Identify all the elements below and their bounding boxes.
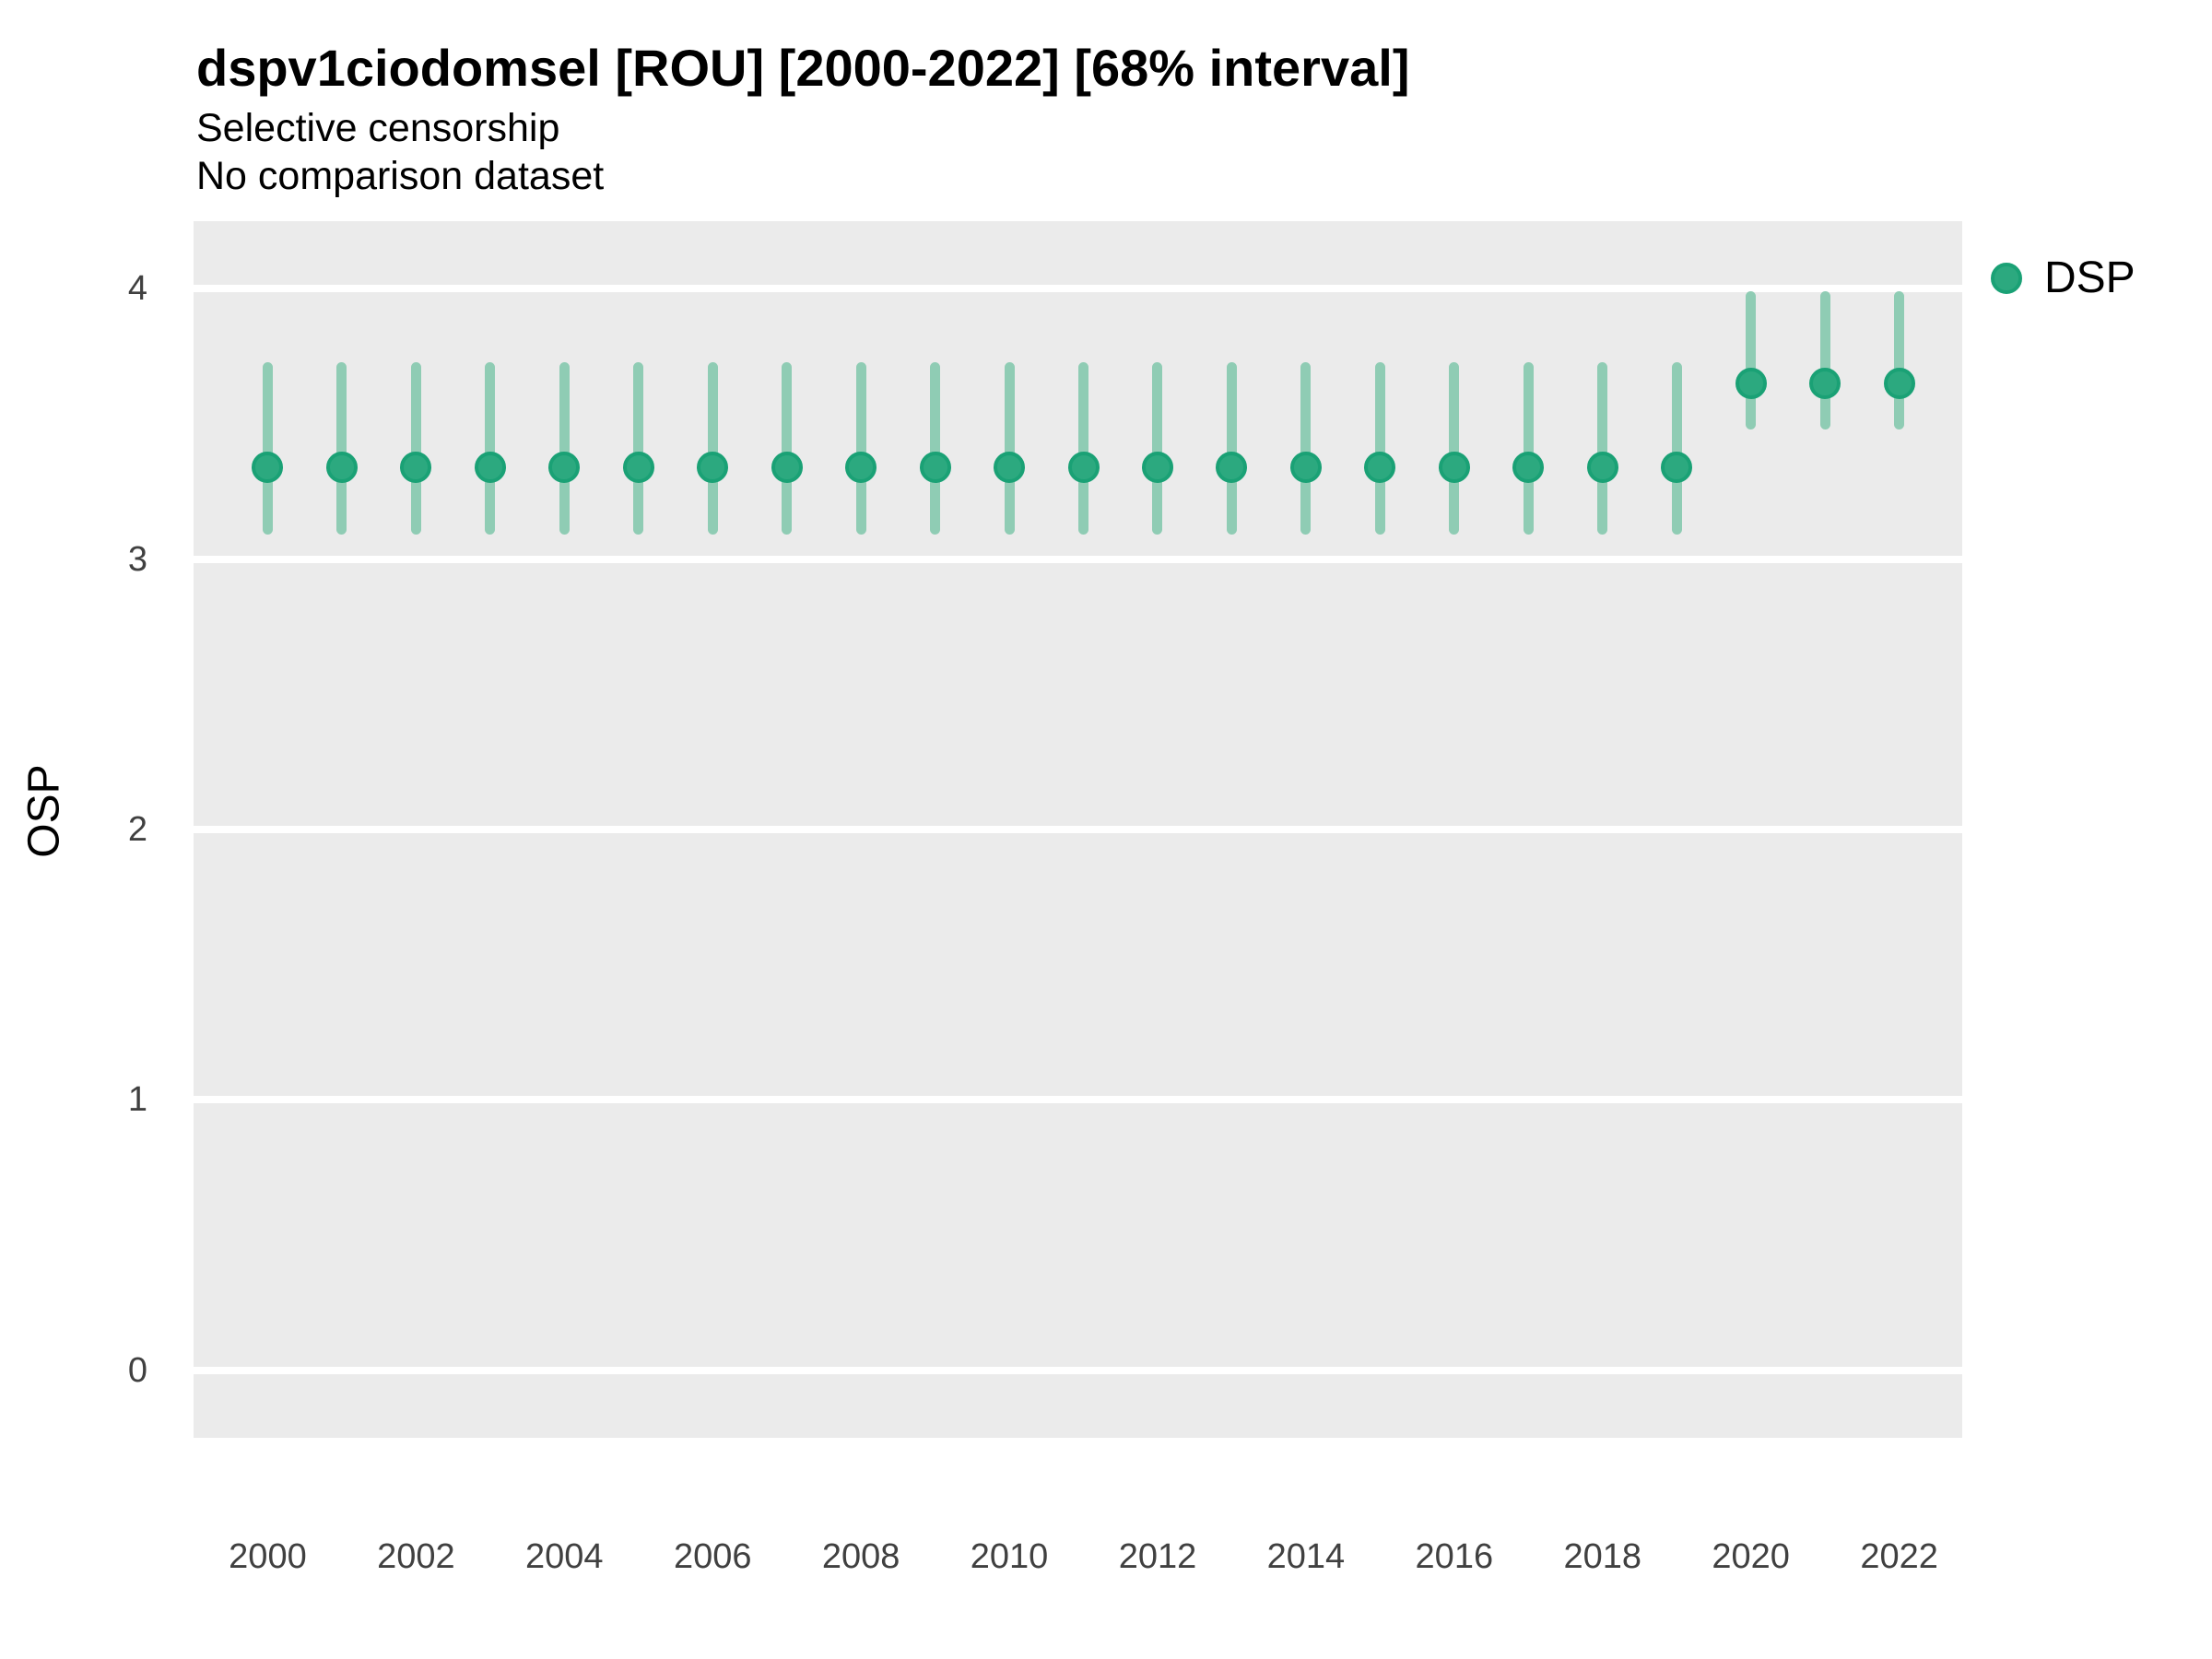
y-tick-label-3: 3 bbox=[127, 539, 147, 579]
x-tick-label-2004: 2004 bbox=[525, 1537, 604, 1576]
data-point-2014 bbox=[1289, 451, 1322, 483]
y-tick-label-2: 2 bbox=[127, 810, 147, 849]
interval-bar-2009 bbox=[930, 361, 941, 535]
interval-bar-2010 bbox=[1004, 361, 1015, 535]
interval-bar-2000 bbox=[262, 361, 273, 535]
interval-bar-2006 bbox=[707, 361, 718, 535]
interval-bar-2008 bbox=[855, 361, 866, 535]
x-tick-label-2018: 2018 bbox=[1563, 1537, 1642, 1576]
data-point-2005 bbox=[622, 451, 654, 483]
gridline-y-4 bbox=[194, 285, 1962, 293]
y-axis-title: OSP bbox=[19, 764, 69, 858]
x-tick-label-2014: 2014 bbox=[1266, 1537, 1346, 1576]
x-tick-label-2012: 2012 bbox=[1118, 1537, 1197, 1576]
data-point-2004 bbox=[548, 451, 581, 483]
legend: DSP bbox=[1991, 256, 2136, 300]
interval-bar-2020 bbox=[1746, 291, 1757, 429]
interval-bar-2011 bbox=[1078, 361, 1089, 535]
data-point-2009 bbox=[919, 451, 951, 483]
x-tick-label-2022: 2022 bbox=[1860, 1537, 1938, 1576]
chart-subtitle: Selective censorship bbox=[196, 106, 560, 150]
interval-bar-2012 bbox=[1152, 361, 1163, 535]
x-tick-label-2010: 2010 bbox=[970, 1537, 1049, 1576]
interval-bar-2013 bbox=[1226, 361, 1237, 535]
interval-bar-2017 bbox=[1523, 361, 1534, 535]
interval-bar-2022 bbox=[1894, 291, 1905, 429]
interval-bar-2002 bbox=[410, 361, 421, 535]
interval-bar-2007 bbox=[782, 361, 793, 535]
data-point-2021 bbox=[1809, 368, 1841, 399]
chart-title: dspv1ciodomsel [ROU] [2000-2022] [68% in… bbox=[196, 39, 1410, 97]
interval-bar-2019 bbox=[1671, 361, 1682, 535]
interval-bar-2004 bbox=[559, 361, 570, 535]
data-point-2000 bbox=[252, 451, 284, 483]
y-tick-label-4: 4 bbox=[127, 269, 147, 309]
data-point-2007 bbox=[771, 451, 803, 483]
data-point-2015 bbox=[1364, 451, 1396, 483]
data-point-2019 bbox=[1661, 451, 1693, 483]
gridline-y-2 bbox=[194, 826, 1962, 833]
data-point-2013 bbox=[1216, 451, 1248, 483]
x-tick-label-2008: 2008 bbox=[821, 1537, 900, 1576]
data-point-2020 bbox=[1735, 368, 1767, 399]
interval-bar-2018 bbox=[1597, 361, 1608, 535]
interval-bar-2021 bbox=[1819, 291, 1830, 429]
legend-label: DSP bbox=[2044, 253, 2136, 302]
data-point-2017 bbox=[1512, 451, 1545, 483]
x-tick-label-2002: 2002 bbox=[377, 1537, 455, 1576]
data-point-2022 bbox=[1883, 368, 1915, 399]
gridline-y-0 bbox=[194, 1366, 1962, 1374]
x-tick-label-2006: 2006 bbox=[673, 1537, 752, 1576]
data-point-2002 bbox=[400, 451, 432, 483]
chart-note: No comparison dataset bbox=[196, 154, 605, 198]
y-tick-label-0: 0 bbox=[127, 1350, 147, 1390]
interval-bar-2015 bbox=[1374, 361, 1385, 535]
data-point-2001 bbox=[325, 451, 358, 483]
y-tick-label-1: 1 bbox=[127, 1080, 147, 1120]
data-point-2016 bbox=[1438, 451, 1470, 483]
data-point-2008 bbox=[845, 451, 877, 483]
x-tick-label-2000: 2000 bbox=[229, 1537, 307, 1576]
data-point-2018 bbox=[1586, 451, 1618, 483]
gridline-y-1 bbox=[194, 1096, 1962, 1104]
data-point-2006 bbox=[697, 451, 729, 483]
data-point-2011 bbox=[1067, 451, 1100, 483]
gridline-y-3 bbox=[194, 555, 1962, 563]
interval-bar-2001 bbox=[336, 361, 347, 535]
interval-bar-2005 bbox=[633, 361, 644, 535]
data-point-2012 bbox=[1141, 451, 1173, 483]
interval-bar-2003 bbox=[485, 361, 496, 535]
legend-dot-icon bbox=[1991, 263, 2022, 294]
data-point-2010 bbox=[994, 451, 1026, 483]
interval-bar-2016 bbox=[1449, 361, 1460, 535]
x-tick-label-2016: 2016 bbox=[1415, 1537, 1494, 1576]
x-tick-label-2020: 2020 bbox=[1712, 1537, 1790, 1576]
data-point-2003 bbox=[474, 451, 506, 483]
plot-panel bbox=[194, 221, 1962, 1438]
interval-bar-2014 bbox=[1300, 361, 1312, 535]
